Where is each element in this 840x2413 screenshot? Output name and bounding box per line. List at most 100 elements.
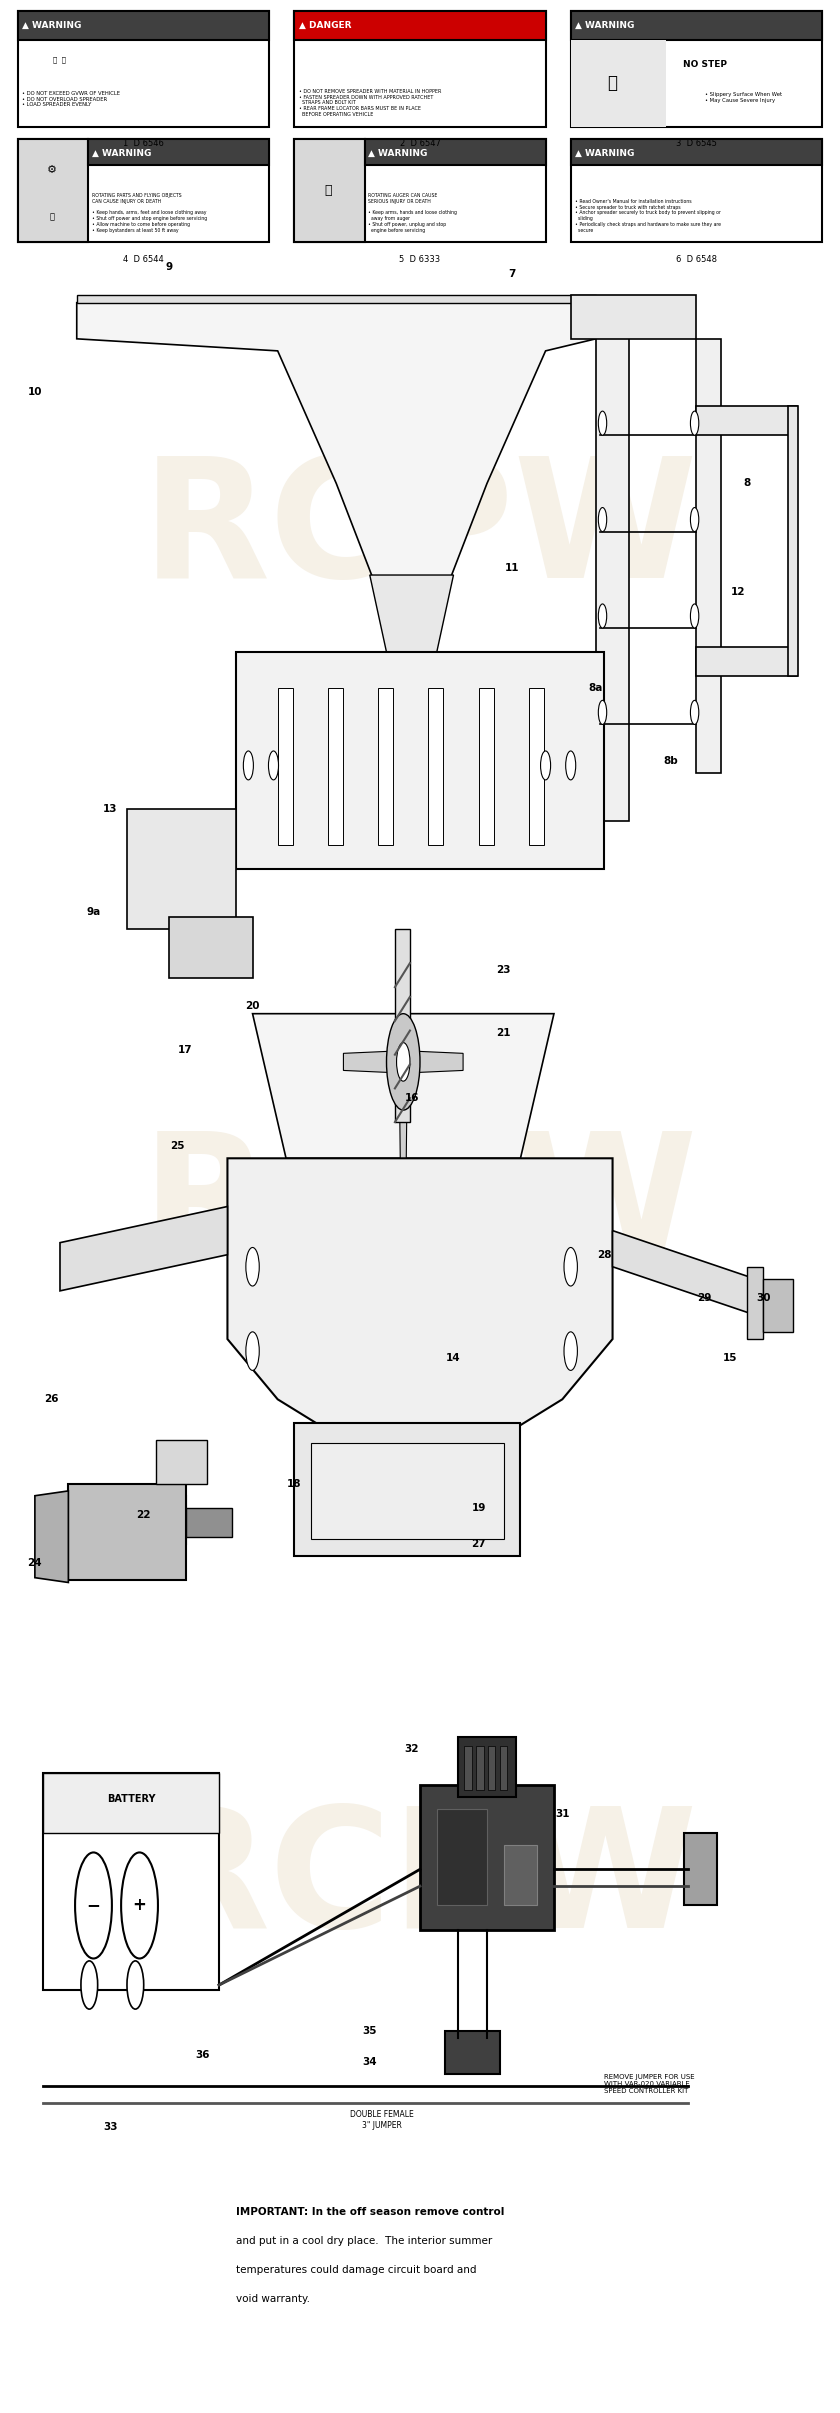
Polygon shape (60, 1206, 228, 1291)
Bar (395, 929, 410, 1122)
Text: • Slippery Surface When Wet
• May Cause Severe Injury: • Slippery Surface When Wet • May Cause … (705, 92, 782, 104)
Bar (236, 652, 604, 869)
Bar (18, 140, 88, 241)
Bar (311, 1443, 504, 1539)
Polygon shape (344, 1052, 391, 1071)
Text: ROTATING PARTS AND FLYING OBJECTS
CAN CAUSE INJURY OR DEATH

• Keep hands, arms,: ROTATING PARTS AND FLYING OBJECTS CAN CA… (92, 193, 207, 232)
Text: 28: 28 (597, 1250, 612, 1260)
Circle shape (127, 1962, 144, 2010)
Circle shape (246, 1248, 260, 1286)
Text: • Read Owner's Manual for installation instructions
• Secure spreader to truck w: • Read Owner's Manual for installation i… (575, 198, 721, 232)
Bar (68, 1484, 186, 1581)
Circle shape (598, 700, 606, 724)
Polygon shape (228, 1158, 612, 1436)
Text: 🌿: 🌿 (49, 212, 54, 222)
Bar (789, 405, 799, 676)
Text: 20: 20 (245, 1001, 260, 1011)
Text: 1  D 6546: 1 D 6546 (123, 140, 164, 147)
Bar (18, 12, 270, 128)
Bar (696, 338, 722, 772)
Polygon shape (400, 1096, 407, 1161)
Polygon shape (370, 574, 454, 652)
Polygon shape (253, 1013, 554, 1158)
Circle shape (690, 700, 699, 724)
Circle shape (598, 507, 606, 531)
Text: 31: 31 (555, 1810, 570, 1819)
Text: 6  D 6548: 6 D 6548 (676, 256, 717, 263)
Circle shape (690, 507, 699, 531)
Text: ▲ WARNING: ▲ WARNING (23, 22, 81, 29)
Polygon shape (76, 302, 596, 591)
Text: 17: 17 (178, 1045, 193, 1054)
Polygon shape (612, 1231, 755, 1315)
Text: 30: 30 (756, 1293, 770, 1303)
Text: ▲ WARNING: ▲ WARNING (575, 22, 634, 29)
Text: 15: 15 (722, 1354, 737, 1363)
Bar (420, 1786, 554, 1930)
Circle shape (565, 750, 575, 779)
Text: 13: 13 (103, 804, 118, 813)
Text: 11: 11 (505, 562, 519, 572)
Text: temperatures could damage circuit board and: temperatures could damage circuit board … (236, 2263, 476, 2275)
Text: 9: 9 (165, 261, 172, 273)
Text: 27: 27 (471, 1539, 486, 1549)
Bar (570, 140, 822, 241)
Bar (437, 1810, 487, 1906)
Bar (169, 917, 253, 977)
Text: REMOVE JUMPER FOR USE
WITH VAR-020 VARIABLE
SPEED CONTROLLER KIT: REMOVE JUMPER FOR USE WITH VAR-020 VARIA… (604, 2075, 695, 2094)
Bar (488, 1747, 496, 1790)
Bar (294, 1424, 521, 1556)
Text: 25: 25 (170, 1141, 185, 1151)
Text: 16: 16 (404, 1093, 419, 1103)
Text: 35: 35 (363, 2027, 377, 2037)
Text: 4  D 6544: 4 D 6544 (123, 256, 164, 263)
Bar (445, 2032, 500, 2075)
Circle shape (75, 1853, 112, 1959)
Text: 14: 14 (446, 1354, 461, 1363)
Circle shape (386, 1013, 420, 1110)
Text: 18: 18 (287, 1479, 302, 1489)
Circle shape (598, 410, 606, 434)
Bar (504, 1846, 538, 1906)
Circle shape (598, 603, 606, 627)
Polygon shape (35, 1491, 68, 1583)
Bar (684, 1834, 717, 1906)
Text: 7: 7 (508, 268, 516, 280)
Circle shape (396, 1042, 410, 1081)
Bar (88, 140, 270, 164)
Bar (43, 1774, 219, 1991)
Polygon shape (76, 294, 596, 302)
Bar (500, 1747, 507, 1790)
Bar (747, 1267, 764, 1339)
Text: 21: 21 (496, 1028, 511, 1038)
Polygon shape (68, 1496, 186, 1544)
Text: RCPW: RCPW (142, 1800, 698, 1962)
Circle shape (269, 750, 279, 779)
Text: • DO NOT REMOVE SPREADER WITH MATERIAL IN HOPPER
• FASTEN SPREADER DOWN WITH APP: • DO NOT REMOVE SPREADER WITH MATERIAL I… (298, 89, 441, 118)
Polygon shape (400, 963, 407, 1028)
Bar (156, 1441, 207, 1484)
Bar (764, 1279, 793, 1332)
Bar (529, 688, 544, 845)
Bar (365, 140, 546, 164)
Text: 22: 22 (136, 1511, 151, 1520)
Bar (476, 1747, 484, 1790)
Text: • DO NOT EXCEED GVWR OF VEHICLE
• DO NOT OVERLOAD SPREADER
• LOAD SPREADER EVENL: • DO NOT EXCEED GVWR OF VEHICLE • DO NOT… (23, 92, 120, 109)
Text: ▲ WARNING: ▲ WARNING (368, 150, 428, 157)
Circle shape (564, 1332, 577, 1371)
Text: void warranty.: void warranty. (236, 2292, 310, 2304)
Text: 32: 32 (404, 1745, 419, 1754)
Bar (378, 688, 393, 845)
Text: 3  D 6545: 3 D 6545 (676, 140, 717, 147)
Text: ROTATING AUGER CAN CAUSE
SERIOUS INJURY OR DEATH

• Keep arms, hands and loose c: ROTATING AUGER CAN CAUSE SERIOUS INJURY … (368, 193, 457, 232)
Bar (570, 12, 822, 128)
Text: 19: 19 (471, 1503, 486, 1513)
Text: ▲ WARNING: ▲ WARNING (575, 150, 634, 157)
Text: 🚶: 🚶 (607, 75, 617, 92)
Text: ▲ WARNING: ▲ WARNING (92, 150, 151, 157)
Text: NO STEP: NO STEP (683, 60, 727, 68)
Text: RCPW: RCPW (142, 451, 698, 613)
Text: 8b: 8b (664, 755, 679, 765)
Text: 36: 36 (195, 2051, 209, 2061)
Bar (18, 140, 270, 241)
